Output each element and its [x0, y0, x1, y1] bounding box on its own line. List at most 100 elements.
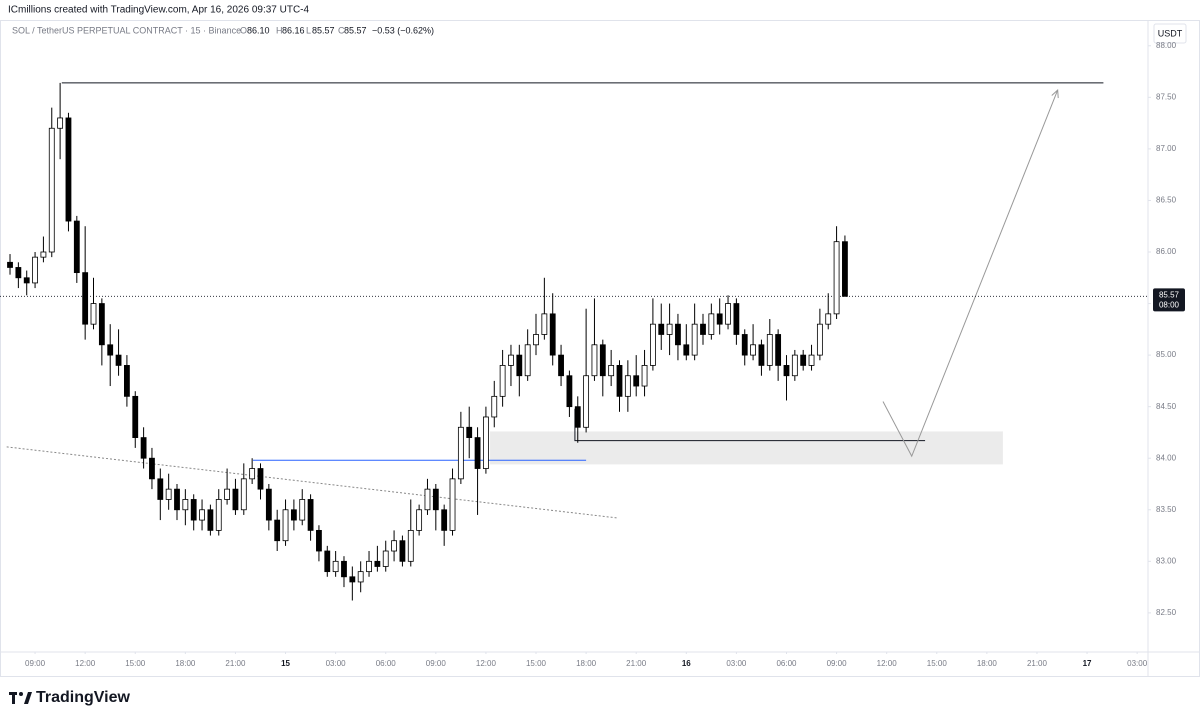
- candle-body: [341, 560, 347, 578]
- candle-body: [374, 560, 381, 567]
- candle-body: [232, 488, 239, 511]
- candle-body: [240, 478, 247, 511]
- credit: ICmillions created with TradingView.com,…: [8, 5, 310, 16]
- candle-body: [149, 457, 155, 480]
- y-tick-label: 83.00: [1156, 556, 1177, 565]
- candle-body: [524, 344, 531, 377]
- l-label: L: [306, 25, 311, 35]
- h-label: H: [276, 25, 283, 35]
- candle-body: [675, 323, 681, 346]
- candle-body: [449, 478, 456, 531]
- candle-body: [775, 334, 782, 366]
- x-tick-label: 21:00: [626, 659, 647, 668]
- candle-body: [124, 365, 130, 397]
- candle-body: [90, 303, 97, 325]
- candle-body: [733, 303, 740, 335]
- candle-body: [599, 344, 606, 377]
- candle-body: [808, 354, 815, 366]
- candle-body: [140, 437, 147, 459]
- candle-body: [566, 375, 573, 408]
- currency-box[interactable]: [1153, 23, 1187, 44]
- candle-body: [474, 437, 481, 469]
- candle-body: [558, 354, 564, 377]
- x-tick-label: 12:00: [877, 659, 898, 668]
- candle-body: [516, 354, 523, 377]
- candle-body: [73, 220, 80, 274]
- y-tick-label: 87.50: [1156, 92, 1177, 101]
- c-value: 85.57: [344, 25, 367, 35]
- candle-body: [65, 117, 72, 222]
- candle-body: [115, 354, 122, 366]
- candle-body: [833, 241, 840, 315]
- candle-body: [82, 272, 89, 325]
- candle-body: [649, 323, 656, 366]
- candle-body: [7, 261, 13, 268]
- candle-body: [691, 323, 698, 356]
- y-tick-label: 85.00: [1156, 350, 1177, 359]
- y-tick-label: 82.50: [1156, 608, 1177, 617]
- candle-body: [299, 499, 306, 521]
- x-tick-label: 15:00: [927, 659, 948, 668]
- candle-body: [382, 550, 389, 567]
- c-label: C: [338, 25, 345, 35]
- candle-body: [182, 499, 189, 511]
- candle-body: [199, 509, 205, 521]
- candle-body: [165, 488, 172, 500]
- x-tick-label: 12:00: [75, 659, 96, 668]
- x-tick-label: 18:00: [175, 659, 196, 668]
- candle-body: [224, 488, 231, 500]
- candle-body: [716, 313, 723, 325]
- candle-body: [457, 426, 464, 480]
- candle-body: [366, 560, 372, 573]
- candle-body: [466, 426, 473, 438]
- currency[interactable]: USDT: [1158, 28, 1183, 38]
- y-tick-label: 84.50: [1156, 402, 1177, 411]
- brand: TradingView: [36, 689, 131, 706]
- candle-body: [257, 468, 264, 490]
- candle-body: [591, 344, 598, 377]
- candle-body: [48, 127, 55, 253]
- last-price-tag: [1153, 288, 1185, 312]
- candle-body: [40, 251, 47, 258]
- candle-body: [758, 344, 765, 366]
- candle-body: [432, 488, 439, 511]
- candle-body: [708, 313, 715, 335]
- x-tick-label: 09:00: [426, 659, 447, 668]
- x-tick-label: 17: [1083, 659, 1092, 668]
- candle-body: [190, 499, 197, 521]
- candle-body: [282, 509, 289, 542]
- h-value: 86.16: [282, 25, 305, 35]
- candle-body: [174, 488, 180, 511]
- candle-body: [441, 509, 448, 531]
- candle-body: [750, 344, 756, 356]
- candle-body: [508, 354, 514, 366]
- candle-body: [407, 529, 414, 562]
- x-tick-label: 21:00: [1027, 659, 1048, 668]
- candle-body: [483, 416, 489, 469]
- candle-body: [766, 334, 773, 366]
- candle-body: [574, 406, 581, 428]
- candle-body: [700, 323, 706, 335]
- candle-body: [215, 499, 222, 531]
- candle-body: [641, 365, 648, 387]
- x-tick-label: 03:00: [726, 659, 747, 668]
- candle-body: [107, 344, 114, 356]
- x-tick-label: 09:00: [827, 659, 848, 668]
- last-price-label: 85.57: [1159, 290, 1180, 299]
- y-tick-label: 86.00: [1156, 247, 1177, 256]
- candle-body: [274, 519, 281, 542]
- x-tick-label: 15:00: [125, 659, 146, 668]
- candle-body: [57, 117, 64, 129]
- y-tick-label: 88.00: [1156, 41, 1177, 50]
- x-tick-label: 03:00: [1127, 659, 1148, 668]
- candle-body: [816, 323, 823, 356]
- candle-body: [391, 540, 397, 552]
- candle-body: [332, 560, 339, 573]
- candle-body: [616, 365, 623, 397]
- x-tick-label: 16: [682, 659, 691, 668]
- candle-body: [324, 550, 331, 573]
- candle-body: [666, 323, 673, 335]
- x-tick-label: 15: [281, 659, 290, 668]
- countdown-label: 08:00: [1159, 300, 1180, 309]
